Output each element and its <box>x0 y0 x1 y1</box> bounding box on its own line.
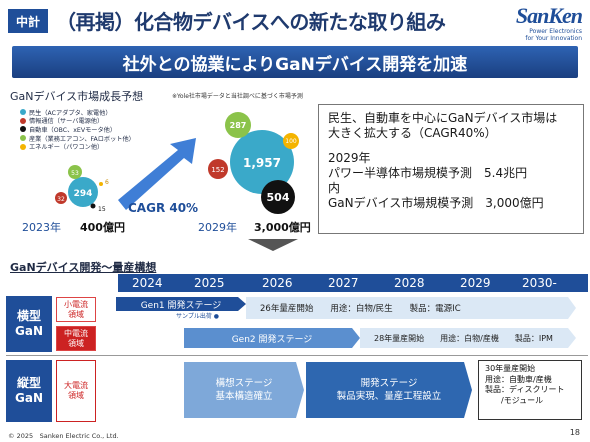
legend-item: エネルギー（パワコン他） <box>20 142 135 151</box>
gen2-stage: Gen2 開発ステージ <box>184 328 360 348</box>
mass-production-box: 30年量産開始 用途：自動車/産機 製品：ディスクリート /モジュール <box>478 360 582 420</box>
bubble-2023-auto <box>90 203 96 209</box>
row-divider <box>6 355 588 356</box>
gen1-mass-production: 26年量産開始 用途：白物/民生 製品：電源IC <box>246 297 576 319</box>
label-2029-auto: 504 <box>267 191 290 204</box>
concept-stage: 構想ステージ 基本構造確立 <box>184 362 304 418</box>
growth-arrow <box>118 138 196 210</box>
label-2023-consumer: 294 <box>74 189 93 199</box>
summary-box: 民生、自動車を中心にGaNデバイス市場は 大きく拡大する（CAGR40%） 20… <box>318 104 584 234</box>
year-2023-label: 2023年 <box>22 220 61 234</box>
bubble-2029-energy <box>283 133 299 149</box>
year-label: 2027 <box>328 276 359 290</box>
label-2023-energy: 6 <box>105 179 109 186</box>
market-note: ※Yole社市場データと当社調べに基づく市場予測 <box>172 93 303 100</box>
sample-shipment-label: サンプル出荷 ● <box>176 313 219 320</box>
summary-line: 大きく拡大する（CAGR40%） <box>328 126 497 140</box>
year-label: 2028 <box>394 276 425 290</box>
year-header: 2024 2025 2026 2027 2028 2029 2030- <box>118 274 588 292</box>
legend-item: 自動車（OBC、xEVモータ他） <box>20 125 135 134</box>
year-2029-label: 2029年 <box>198 220 237 234</box>
summary-line: パワー半導体市場規模予測 5.4兆円 <box>328 166 528 180</box>
bubble-chart: 294 53 32 15 6 CAGR 40% 1,957 287 152 50… <box>22 112 311 234</box>
bubble-2029-consumer <box>230 130 294 194</box>
year-label: 2026 <box>262 276 293 290</box>
down-arrow-icon <box>248 239 298 251</box>
bubble-2023-telecom <box>55 192 67 204</box>
label-2029-telecom: 152 <box>211 166 224 174</box>
bubble-2029-industry <box>225 112 251 138</box>
year-label: 2029 <box>460 276 491 290</box>
summary-line: 2029年 <box>328 151 371 165</box>
copyright: © 2025 Sanken Electric Co., Ltd. <box>8 432 119 440</box>
logo-tagline-2: for Your Innovation <box>525 35 582 42</box>
bubble-2029-telecom <box>208 159 228 179</box>
bubble-2023-industry <box>68 165 82 179</box>
gen1-stage: Gen1 開発ステージ <box>116 297 246 311</box>
year-label: 2030- <box>522 276 557 290</box>
company-logo: SanKen <box>515 3 583 28</box>
legend-item: 民生（ACアダプタ、家電他） <box>20 108 135 117</box>
value-2023-label: 400億円 <box>80 220 125 234</box>
page-number: 18 <box>569 428 580 437</box>
development-stage: 開発ステージ 製品実現、量産工程設立 <box>306 362 472 418</box>
label-2023-industry: 53 <box>71 170 79 177</box>
legend-dot-icon <box>20 135 26 142</box>
label-2029-energy: 100 <box>285 138 297 145</box>
summary-line: GaNデバイス市場規模予測 3,000億円 <box>328 196 544 210</box>
legend-item: 産業（業務エアコン、FAロボット他） <box>20 134 135 143</box>
page-title: （再掲）化合物デバイスへの新たな取り組み <box>56 10 446 34</box>
legend-dot-icon <box>20 109 26 116</box>
row-label-horizontal-gan: 横型 GaN <box>6 296 52 352</box>
chart-legend: 民生（ACアダプタ、家電他） 情報通信（サーバ電源他） 自動車（OBC、xEVモ… <box>20 108 135 151</box>
section-tag: 中計 <box>8 9 48 33</box>
label-2023-telecom: 32 <box>57 196 65 203</box>
value-2029-label: 3,000億円 <box>254 220 311 234</box>
bubble-2023-energy <box>99 182 103 186</box>
large-current-label: 大電流 領域 <box>56 360 96 422</box>
bubble-2029-auto <box>261 180 295 214</box>
bubble-2023-consumer <box>68 177 98 207</box>
market-title: GaNデバイス市場成長予想 <box>10 90 144 103</box>
row-label-vertical-gan: 縦型 GaN <box>6 360 52 422</box>
cagr-label: CAGR 40% <box>128 201 198 215</box>
label-2023-auto: 15 <box>98 206 106 213</box>
label-2029-industry: 287 <box>230 121 247 130</box>
legend-dot-icon <box>20 143 26 150</box>
logo-tagline-1: Power Electronics <box>529 28 582 35</box>
year-label: 2025 <box>194 276 225 290</box>
plan-title: GaNデバイス開発～量産構想 <box>10 261 157 274</box>
legend-item: 情報通信（サーバ電源他） <box>20 117 135 125</box>
summary-line: 内 <box>328 181 341 195</box>
legend-dot-icon <box>20 117 26 124</box>
headline-banner: 社外との協業によりGaNデバイス開発を加速 <box>12 46 578 78</box>
gen2-mass-production: 28年量産開始 用途：白物/産機 製品：IPM <box>360 328 576 348</box>
label-2029-consumer: 1,957 <box>243 156 281 170</box>
legend-dot-icon <box>20 126 26 133</box>
small-current-label: 小電流 領域 <box>56 297 96 322</box>
year-label: 2024 <box>132 276 163 290</box>
mid-current-label: 中電流 領域 <box>56 326 96 351</box>
summary-line: 民生、自動車を中心にGaNデバイス市場は <box>328 111 558 125</box>
